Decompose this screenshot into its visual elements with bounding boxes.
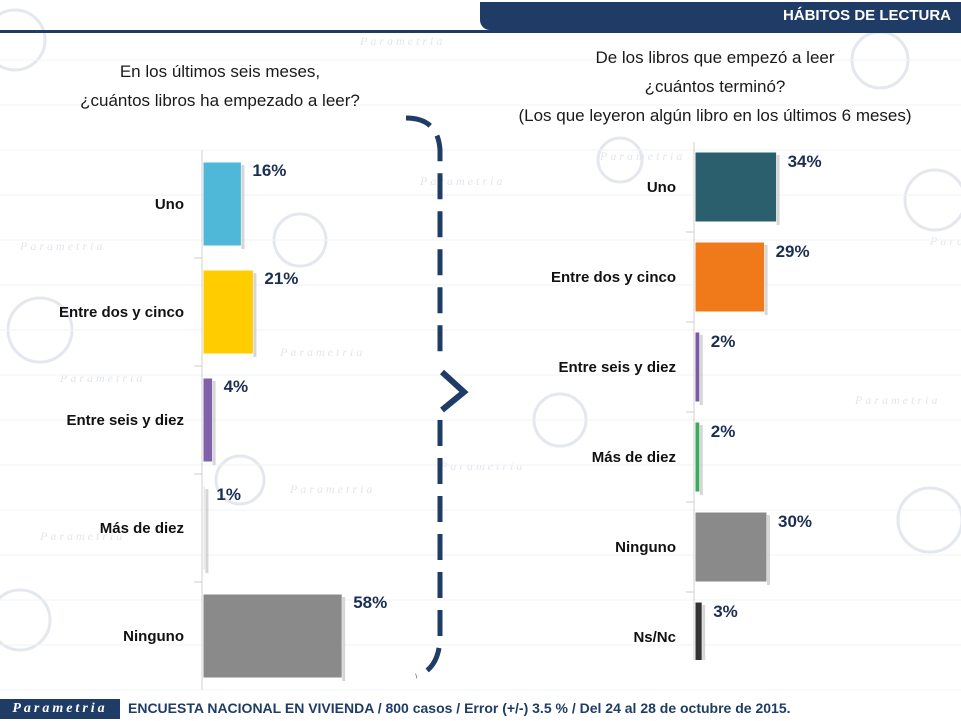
question-left-line-1: En los últimos seis meses, <box>119 62 321 81</box>
question-right: De los libros que empezó a leer ¿cuántos… <box>480 43 950 130</box>
value-label: 2% <box>711 422 736 441</box>
category-label: Ninguno <box>123 628 184 645</box>
page-title: HÁBITOS DE LECTURA <box>480 2 961 30</box>
category-label: Entre dos y cinco <box>551 269 676 286</box>
bar-shadow <box>241 165 245 249</box>
svg-text:Parametria: Parametria <box>19 239 105 253</box>
category-label: Uno <box>647 179 676 196</box>
bracket-arrow-icon <box>405 115 469 679</box>
bar-m-s-de-diez <box>694 421 701 493</box>
category-label: Entre dos y cinco <box>59 304 184 321</box>
bar-ns-nc <box>694 601 703 660</box>
value-label: 29% <box>776 242 810 261</box>
question-right-line-1: De los libros que empezó a leer <box>595 48 835 67</box>
category-label: Entre seis y diez <box>66 412 184 429</box>
bar-shadow <box>253 273 257 357</box>
bar-uno <box>202 161 242 247</box>
value-label: 3% <box>713 602 738 621</box>
category-label: Ns/Nc <box>633 629 676 646</box>
value-label: 16% <box>252 161 286 180</box>
category-label: Ninguno <box>615 539 676 556</box>
value-label: 58% <box>353 593 387 612</box>
chart-right: Uno 34% Entre dos y cinco 29% Entre seis y d… <box>551 142 822 660</box>
bar-shadow <box>767 515 770 585</box>
question-right-line-2: ¿cuántos terminó? <box>644 77 786 96</box>
bar-entre-seis-y-diez <box>694 331 701 403</box>
svg-text:Parametria: Parametria <box>289 482 375 496</box>
svg-text:Parametria: Parametria <box>599 149 685 163</box>
category-label: Más de diez <box>100 520 184 537</box>
bar-entre-dos-y-cinco <box>202 269 254 355</box>
bar-ninguno <box>694 511 768 583</box>
value-label: 30% <box>778 512 812 531</box>
bar-shadow <box>776 155 780 225</box>
value-label: 4% <box>224 377 249 396</box>
bar-shadow <box>342 597 346 681</box>
bar-entre-seis-y-diez <box>202 377 214 463</box>
bar-shadow <box>764 245 768 315</box>
svg-text:Parametria: Parametria <box>929 234 961 248</box>
svg-text:Parametria: Parametria <box>359 34 445 48</box>
bar-entre-dos-y-cinco <box>694 241 766 313</box>
bar-ninguno <box>202 593 343 679</box>
footer-bar <box>0 698 961 721</box>
value-label: 21% <box>264 269 298 288</box>
bar-shadow <box>205 489 209 573</box>
chart-left: Uno 16% Entre dos y cinco 21% Entre seis y d… <box>59 150 387 690</box>
category-label: Entre seis y diez <box>558 359 676 376</box>
svg-text:Parametria: Parametria <box>279 345 365 359</box>
svg-text:Parametria: Parametria <box>439 459 525 473</box>
value-label: 2% <box>711 332 736 351</box>
footer-note: ENCUESTA NACIONAL EN VIVIENDA / 800 caso… <box>128 700 791 716</box>
question-right-line-3: (Los que leyeron algún libro en los últi… <box>518 106 912 125</box>
bar-shadow <box>212 381 216 465</box>
svg-text:Parametria: Parametria <box>39 529 125 543</box>
value-label: 1% <box>216 485 241 504</box>
category-label: Más de diez <box>592 449 676 466</box>
bar-shadow <box>702 605 706 660</box>
question-left-line-2: ¿cuántos libros ha empezado a leer? <box>80 91 360 110</box>
bar-shadow <box>699 335 703 405</box>
footer-logo: Parametria <box>0 699 120 719</box>
bar-m-s-de-diez <box>202 485 206 571</box>
bar-shadow <box>699 425 703 495</box>
category-label: Uno <box>155 196 184 213</box>
question-left: En los últimos seis meses, ¿cuántos libr… <box>20 57 420 115</box>
bar-uno <box>694 151 778 223</box>
svg-text:Parametria: Parametria <box>854 393 940 407</box>
header-divider <box>0 30 961 33</box>
value-label: 34% <box>788 152 822 171</box>
